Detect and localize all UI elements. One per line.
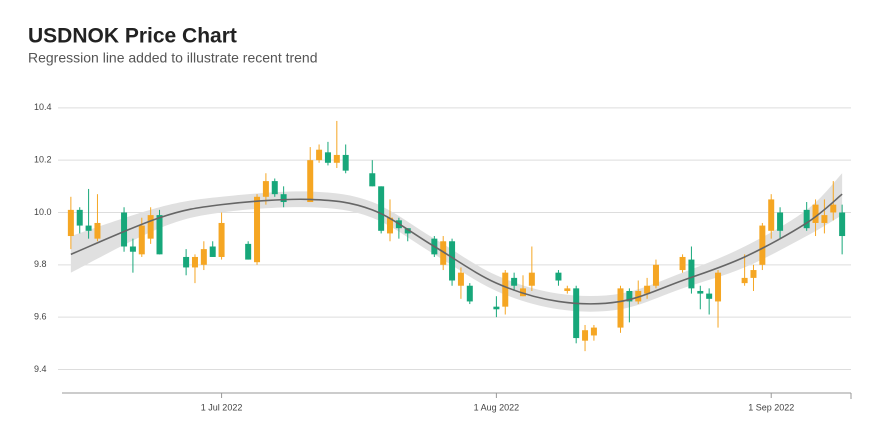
candle-body bbox=[830, 204, 837, 213]
candle-body bbox=[200, 249, 207, 265]
candle-body bbox=[342, 154, 349, 171]
candle-body bbox=[209, 246, 216, 257]
candle-body bbox=[777, 212, 784, 231]
candle-body bbox=[821, 215, 828, 223]
candle-body bbox=[803, 209, 810, 229]
y-tick-label: 9.8 bbox=[34, 259, 47, 269]
y-tick-label: 10.0 bbox=[34, 207, 52, 217]
x-tick-label: 1 Sep 2022 bbox=[748, 402, 794, 412]
candle-body bbox=[839, 212, 846, 237]
candle-body bbox=[511, 277, 518, 286]
candle-body bbox=[493, 306, 500, 310]
candle-body bbox=[156, 215, 163, 255]
candle-body bbox=[262, 181, 269, 197]
candle-body bbox=[582, 330, 589, 341]
y-tick-label: 10.2 bbox=[34, 155, 52, 165]
candle-body bbox=[652, 264, 659, 286]
candle-body bbox=[679, 256, 686, 271]
candle-body bbox=[644, 285, 651, 294]
candle-body bbox=[812, 204, 819, 223]
candle-body bbox=[768, 199, 775, 231]
candle-body bbox=[76, 209, 83, 226]
candle-body bbox=[573, 288, 580, 339]
candle-body bbox=[147, 215, 154, 239]
y-tick-label: 9.6 bbox=[34, 312, 47, 322]
candle-body bbox=[94, 222, 101, 239]
candle-body bbox=[387, 217, 394, 234]
candle-body bbox=[138, 225, 145, 255]
candle-body bbox=[183, 256, 190, 268]
candle-body bbox=[449, 241, 456, 281]
candle-body bbox=[307, 160, 314, 203]
candle-body bbox=[271, 181, 278, 195]
candle-body bbox=[121, 212, 128, 247]
x-tick-label: 1 Aug 2022 bbox=[474, 402, 520, 412]
candle-body bbox=[626, 290, 633, 302]
candle-body bbox=[280, 194, 287, 203]
candle-body bbox=[528, 272, 535, 286]
candle-body bbox=[697, 290, 704, 294]
candle-body bbox=[245, 243, 252, 260]
regression-line bbox=[70, 193, 843, 305]
candle-body bbox=[254, 196, 261, 263]
candle-body bbox=[324, 152, 331, 163]
confidence-band bbox=[70, 173, 843, 312]
x-tick-label: 1 Jul 2022 bbox=[201, 402, 243, 412]
chart-title: USDNOK Price Chart bbox=[28, 25, 237, 48]
candle-body bbox=[316, 149, 323, 161]
candle-body bbox=[191, 256, 198, 268]
candle-body bbox=[688, 259, 695, 289]
candle-body bbox=[555, 272, 562, 281]
candle-body bbox=[85, 225, 92, 231]
candle-body bbox=[706, 293, 713, 299]
candle-body bbox=[715, 272, 722, 302]
candle-body bbox=[67, 209, 74, 237]
candle-body bbox=[617, 288, 624, 328]
candle-body bbox=[378, 186, 385, 231]
candle-body bbox=[129, 246, 136, 252]
candle-body bbox=[369, 173, 376, 187]
candle-body bbox=[333, 154, 340, 163]
candle-body bbox=[440, 241, 447, 265]
candle-body bbox=[502, 272, 509, 307]
candle-body bbox=[404, 228, 411, 234]
candle-body bbox=[564, 288, 571, 291]
candle-body bbox=[750, 270, 757, 278]
chart-subtitle: Regression line added to illustrate rece… bbox=[28, 50, 318, 66]
y-tick-label: 10.4 bbox=[34, 102, 52, 112]
candle-body bbox=[741, 277, 748, 284]
candle-body bbox=[519, 288, 526, 297]
candle-body bbox=[457, 272, 464, 286]
candle-body bbox=[218, 222, 225, 257]
y-tick-label: 9.4 bbox=[34, 364, 47, 374]
candle-body bbox=[759, 225, 766, 265]
candle-body bbox=[590, 327, 597, 336]
candle-body bbox=[466, 285, 473, 302]
